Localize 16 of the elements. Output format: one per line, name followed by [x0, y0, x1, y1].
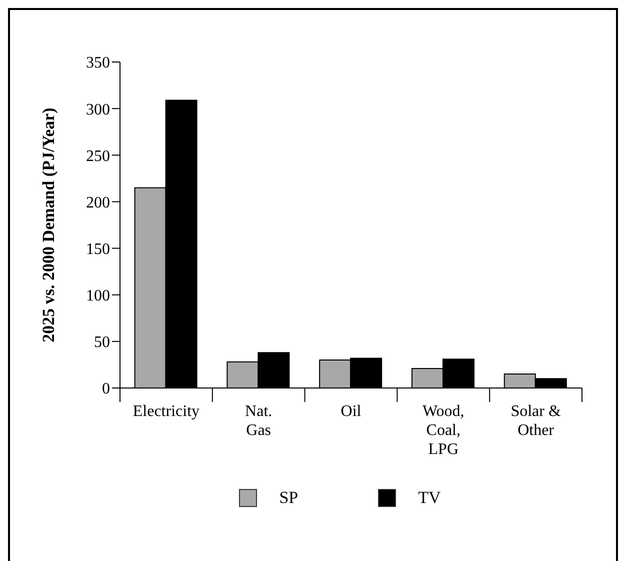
y-tick-label: 150 [86, 240, 110, 258]
y-tick-label: 250 [86, 148, 110, 165]
x-tick-label: Oil [340, 403, 362, 420]
x-tick-label: Wood, Coal, LPG [422, 403, 464, 458]
y-tick-label: 0 [102, 380, 110, 398]
x-tick-label: Electricity [132, 403, 200, 420]
legend-label: SP [279, 488, 298, 508]
legend-label: TV [418, 488, 441, 508]
y-tick-label: 100 [86, 288, 110, 305]
y-tick-label: 50 [94, 334, 110, 352]
x-tick-label: Nat. Gas [245, 403, 272, 439]
y-tick-label: 350 [86, 54, 110, 72]
y-axis-title: 2025 vs. 2000 Demand (PJ/Year) [39, 108, 58, 342]
y-tick-label: 300 [86, 101, 110, 118]
y-tick-label: 200 [86, 194, 110, 212]
x-tick-label: Solar & Other [510, 403, 562, 439]
